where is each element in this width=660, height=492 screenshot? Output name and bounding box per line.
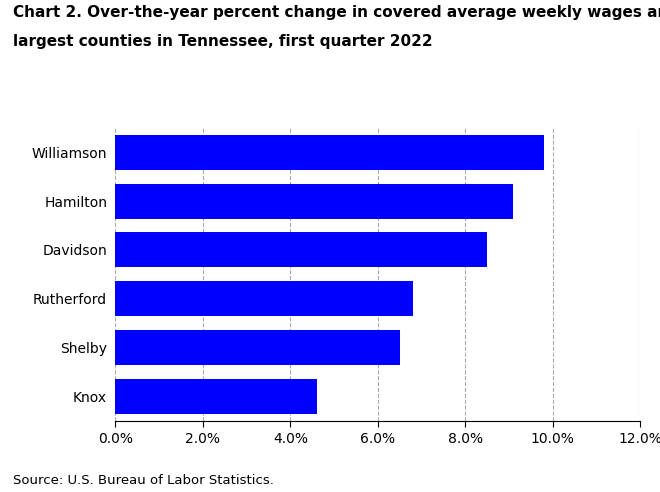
Bar (115, 379, 317, 414)
Text: Chart 2. Over-the-year percent change in covered average weekly wages among the: Chart 2. Over-the-year percent change in… (13, 5, 660, 20)
Bar (115, 281, 413, 316)
Bar (115, 184, 513, 218)
Text: Source: U.S. Bureau of Labor Statistics.: Source: U.S. Bureau of Labor Statistics. (13, 474, 274, 487)
Text: largest counties in Tennessee, first quarter 2022: largest counties in Tennessee, first qua… (13, 34, 433, 49)
Bar (115, 330, 400, 365)
Bar (115, 135, 544, 170)
Bar (115, 232, 487, 268)
